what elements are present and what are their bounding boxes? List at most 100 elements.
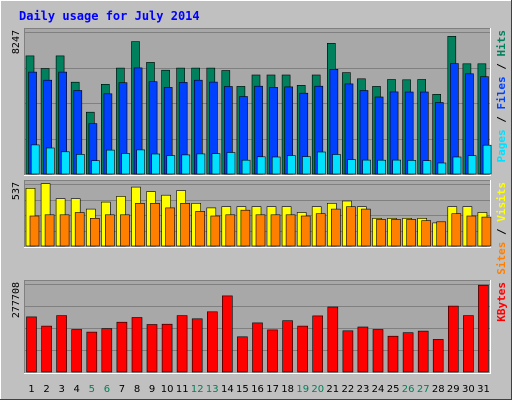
- ylabel-part: Hits: [495, 30, 508, 57]
- bar-pages: [362, 159, 371, 175]
- ytick-max-label: 8247: [11, 30, 22, 54]
- bar-sites: [270, 214, 281, 247]
- bar-sites: [421, 220, 432, 247]
- bar-pages: [422, 160, 432, 175]
- bar-kbytes: [327, 306, 339, 373]
- xtick-label: 28: [432, 384, 445, 395]
- xtick-label: 22: [342, 384, 355, 395]
- bar-sites: [481, 216, 492, 247]
- bar-pages: [181, 154, 191, 175]
- bar-pages: [377, 159, 387, 175]
- ylabel-hits: Pages / Files / Hits: [495, 30, 508, 163]
- bar-pages: [317, 151, 326, 175]
- panel-hits: 8247 Pages / Files / Hits: [11, 28, 508, 176]
- bar-pages: [106, 149, 115, 175]
- xtick-label: 29: [447, 384, 460, 395]
- bar-pages: [392, 159, 402, 175]
- xtick-label: 12: [191, 384, 204, 395]
- bar-sites: [74, 212, 85, 247]
- xtick-label: 4: [74, 384, 80, 395]
- x-axis-labels: 1 2 3 4 5 6 7 8 9 10 11 12 13 14 15 16 17 18 19 20 21 22 23 24 2…: [28, 384, 490, 395]
- bar-sites: [255, 214, 266, 247]
- bar-kbytes: [41, 325, 52, 373]
- bar-pages: [136, 149, 145, 175]
- xtick-label: 11: [176, 384, 189, 395]
- bar-sites: [346, 206, 356, 247]
- xtick-label: 10: [161, 384, 174, 395]
- bar-kbytes: [447, 305, 459, 373]
- bar-sites: [135, 203, 145, 247]
- chart-title: Daily usage for July 2014: [19, 9, 200, 23]
- bar-pages: [166, 155, 176, 175]
- xtick-label: 19: [296, 384, 309, 395]
- ylabel-kbytes: KBytes: [495, 282, 508, 322]
- bar-kbytes: [387, 335, 399, 373]
- ylabel-separator: /: [495, 222, 508, 242]
- ytick-max-label: 277708: [11, 282, 22, 318]
- bar-sites: [466, 215, 477, 247]
- bar-sites: [120, 214, 130, 247]
- panel-visits: 537 Sites / Visits: [11, 180, 508, 275]
- bar-sites: [406, 219, 416, 247]
- bar-pages: [467, 155, 477, 175]
- bar-pages: [437, 162, 447, 175]
- bar-kbytes: [191, 318, 203, 373]
- bar-sites: [210, 215, 221, 247]
- bar-pages: [151, 153, 160, 175]
- bar-pages: [271, 156, 281, 175]
- bar-kbytes: [312, 315, 324, 373]
- bar-sites: [240, 209, 251, 247]
- bar-kbytes: [267, 329, 278, 373]
- ylabel-part: Pages: [495, 129, 508, 162]
- xtick-label: 31: [477, 384, 490, 395]
- chart-panels: 8247 Pages / Files / Hits 537 Sites / Visit…: [11, 28, 508, 374]
- bar-pages: [76, 154, 85, 175]
- bar-pages: [332, 154, 341, 175]
- xtick-label: 30: [462, 384, 475, 395]
- xtick-label: 8: [134, 384, 140, 395]
- bar-kbytes: [342, 330, 354, 373]
- bar-sites: [165, 207, 175, 247]
- bar-pages: [226, 152, 236, 175]
- xtick-label: 16: [251, 384, 264, 395]
- xtick-label: 3: [59, 384, 65, 395]
- xtick-label: 2: [43, 384, 49, 395]
- bar-pages: [347, 159, 356, 175]
- bar-kbytes: [372, 329, 384, 373]
- bar-kbytes: [252, 322, 263, 373]
- xtick-label: 15: [236, 384, 249, 395]
- bar-kbytes: [357, 326, 369, 373]
- xtick-label: 23: [357, 384, 370, 395]
- bar-sites: [225, 214, 236, 247]
- bar-sites: [436, 221, 447, 247]
- bar-pages: [60, 151, 70, 175]
- bar-pages: [256, 156, 266, 175]
- bar-sites: [150, 203, 160, 247]
- bar-pages: [211, 153, 221, 175]
- bar-kbytes: [71, 329, 82, 373]
- bar-pages: [482, 144, 492, 175]
- xtick-label: 27: [417, 384, 430, 395]
- bar-sites: [361, 208, 371, 247]
- bar-pages: [121, 153, 130, 175]
- bar-pages: [196, 153, 206, 175]
- bar-kbytes: [417, 330, 429, 373]
- bar-kbytes: [432, 339, 444, 373]
- ylabel-part: Files: [495, 76, 508, 109]
- bar-kbytes: [463, 315, 474, 373]
- bar-sites: [90, 218, 100, 247]
- bar-kbytes: [116, 321, 128, 373]
- ytick-max-label: 537: [11, 182, 22, 200]
- xtick-label: 7: [119, 384, 125, 395]
- bar-pages: [407, 160, 417, 175]
- xtick-label: 13: [206, 384, 219, 395]
- bar-sites: [376, 219, 386, 247]
- ylabel-part: Sites: [495, 242, 508, 275]
- bar-sites: [195, 211, 205, 247]
- xtick-label: 1: [28, 384, 34, 395]
- bar-kbytes: [237, 336, 248, 373]
- xtick-label: 14: [221, 384, 234, 395]
- xtick-label: 5: [89, 384, 95, 395]
- bar-kbytes: [297, 325, 309, 373]
- xtick-label: 9: [149, 384, 155, 395]
